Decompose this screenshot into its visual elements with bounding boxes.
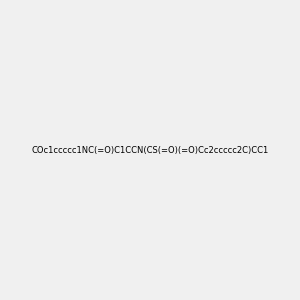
Text: COc1ccccc1NC(=O)C1CCN(CS(=O)(=O)Cc2ccccc2C)CC1: COc1ccccc1NC(=O)C1CCN(CS(=O)(=O)Cc2ccccc… <box>32 146 268 154</box>
